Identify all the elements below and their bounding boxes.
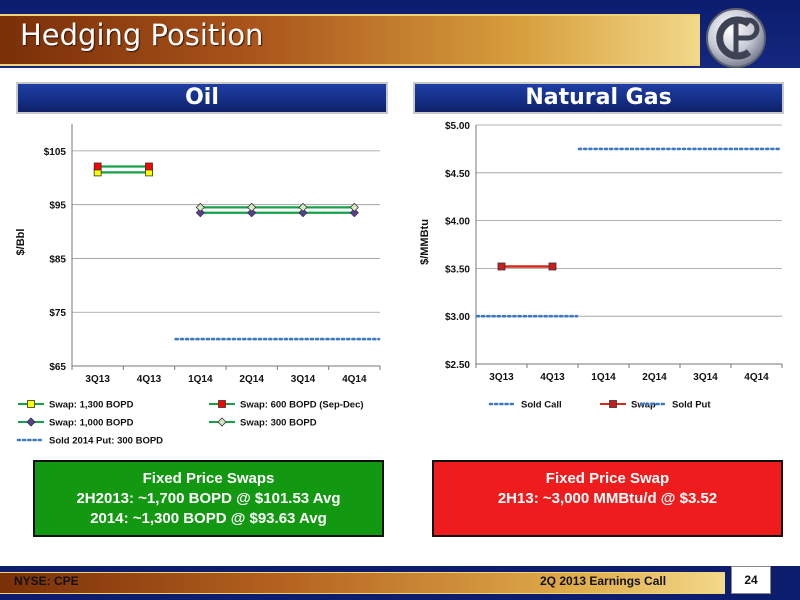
gas-x-tick-label: 2Q14 (642, 372, 667, 383)
oil-summary-title: Fixed Price Swaps (142, 470, 275, 487)
gas-y-tick-label: $3.50 (445, 264, 470, 275)
oil-series-2-point (349, 208, 359, 218)
oil-x-tick-label: 2Q14 (239, 374, 264, 385)
oil-legend-marker (218, 400, 226, 408)
gas-y-tick-label: $4.50 (445, 169, 470, 180)
gas-series (475, 147, 783, 318)
oil-series-2-point (298, 208, 308, 218)
oil-legend-marker (27, 400, 35, 408)
oil-summary-2014: 2014: ~1,300 BOPD @ $93.63 Avg (90, 510, 327, 527)
gas-x-ticks: 3Q13 4Q13 1Q14 2Q14 3Q14 4Q14 (475, 364, 783, 383)
natural-gas-section-header: Natural Gas (413, 82, 784, 114)
oil-legend-label: Sold 2014 Put: 300 BOPD (49, 436, 163, 447)
gas-y-axis-label: $/MMBtu (419, 219, 431, 265)
oil-y-tick-label: $65 (49, 362, 66, 373)
company-logo (706, 8, 766, 68)
oil-section-header: Oil (16, 82, 388, 114)
oil-x-tick-label: 1Q14 (188, 374, 213, 385)
gas-x-tick-label: 3Q13 (489, 372, 514, 383)
gas-series-1-point (548, 262, 557, 271)
oil-series-2-point (195, 208, 205, 218)
oil-series-3-point (298, 202, 308, 212)
event-label: 2Q 2013 Earnings Call (540, 574, 667, 588)
gas-x-tick-label: 3Q14 (693, 372, 718, 383)
gas-y-tick-label: $5.00 (445, 121, 470, 132)
gas-series-1-point (497, 262, 506, 271)
page-title: Hedging Position (20, 18, 264, 52)
oil-x-tick-label: 4Q14 (342, 374, 367, 385)
gas-y-tick-label: $3.00 (445, 312, 470, 323)
gas-legend: Sold CallSwapSold Put (488, 400, 711, 411)
oil-legend-marker (217, 417, 227, 427)
oil-x-tick-label: 3Q13 (85, 374, 110, 385)
oil-series-1-point (145, 162, 153, 171)
oil-series-2-point (247, 208, 257, 218)
page-number: 24 (731, 566, 771, 594)
oil-legend-item: Sold 2014 Put: 300 BOPD (16, 436, 163, 447)
oil-legend-label: Swap: 1,300 BOPD (49, 400, 134, 411)
oil-series-3-point (349, 202, 359, 212)
oil-legend-item: Swap: 1,300 BOPD (18, 400, 134, 411)
oil-series-1-point (93, 162, 102, 171)
oil-y-tick-label: $85 (49, 254, 66, 265)
gas-summary-2h13: 2H13: ~3,000 MMBtu/d @ $3.52 (497, 490, 718, 507)
oil-legend-item: Swap: 600 BOPD (Sep-Dec) (209, 400, 364, 411)
oil-legend-marker (26, 417, 36, 427)
oil-y-tick-label: $105 (44, 147, 67, 158)
gas-legend-item: Sold Call (488, 400, 562, 411)
gas-legend-item: Sold Put (639, 400, 711, 411)
gas-y-tick-label: $2.50 (445, 360, 470, 371)
oil-y-tick-label: $75 (49, 308, 66, 319)
oil-legend-label: Swap: 1,000 BOPD (49, 418, 134, 429)
gas-y-tick-label: $4.00 (445, 217, 470, 228)
gas-grid (475, 124, 782, 365)
oil-legend-label: Swap: 600 BOPD (Sep-Dec) (240, 400, 364, 411)
footer-band (0, 572, 725, 594)
gas-x-tick-label: 4Q13 (540, 372, 565, 383)
natural-gas-hedging-chart: $/MMBtu $2.50 $3.00 $3.50 $4.00 $4.50 $5.00 3… (419, 121, 783, 411)
gas-swap-summary: Fixed Price Swap 2H13: ~3,000 MMBtu/d @ … (432, 460, 783, 537)
oil-y-axis-label: $/Bbl (15, 229, 27, 256)
gas-legend-label: Sold Call (521, 400, 562, 411)
gas-legend-label: Sold Put (672, 400, 711, 411)
oil-legend-label: Swap: 300 BOPD (240, 418, 317, 429)
oil-legend-item: Swap: 1,000 BOPD (18, 417, 134, 429)
gas-x-tick-label: 1Q14 (591, 372, 616, 383)
gas-legend-marker (609, 400, 617, 408)
oil-x-ticks: 3Q13 4Q13 1Q14 2Q14 3Q14 4Q14 (71, 366, 381, 385)
oil-swap-summary: Fixed Price Swaps 2H2013: ~1,700 BOPD @ … (33, 460, 384, 537)
oil-summary-2013: 2H2013: ~1,700 BOPD @ $101.53 Avg (76, 490, 341, 507)
title-band (0, 14, 700, 66)
oil-x-tick-label: 4Q13 (137, 374, 162, 385)
gas-summary-title: Fixed Price Swap (545, 470, 670, 487)
oil-grid (71, 124, 380, 367)
oil-y-tick-label: $95 (49, 201, 66, 212)
oil-legend: Swap: 1,300 BOPD Swap: 600 BOPD (Sep-Dec)… (16, 400, 364, 447)
ticker-label: NYSE: CPE (14, 574, 79, 588)
oil-y-ticks: $65 $75 $85 $95 $105 (44, 147, 67, 373)
oil-series-3-point (247, 202, 257, 212)
gas-y-ticks: $2.50 $3.00 $3.50 $4.00 $4.50 $5.00 (445, 121, 470, 371)
oil-series-3-point (195, 202, 205, 212)
oil-legend-item: Swap: 300 BOPD (209, 417, 317, 429)
oil-x-tick-label: 3Q14 (291, 374, 316, 385)
oil-series (93, 162, 381, 341)
gas-x-tick-label: 4Q14 (744, 372, 769, 383)
oil-hedging-chart: $/Bbl $65$75$85$95$105 3Q13 4Q13 1Q14 2Q14 3… (15, 124, 381, 447)
